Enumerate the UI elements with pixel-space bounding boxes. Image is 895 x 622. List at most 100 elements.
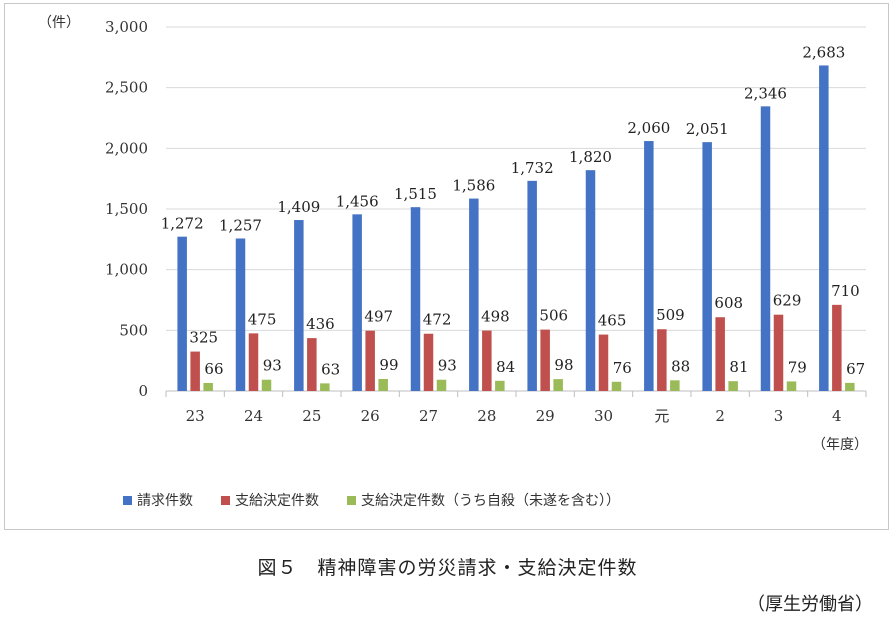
bar-series1 xyxy=(352,214,362,391)
bar-series3 xyxy=(670,380,680,391)
legend-item-series1: 請求件数 xyxy=(123,490,193,510)
bar-series3 xyxy=(611,381,622,391)
y-tick-label: 2,000 xyxy=(105,139,148,157)
x-tick-label: 元 xyxy=(654,407,669,425)
legend-item-series2: 支給決定件数 xyxy=(221,490,319,510)
data-label-series2: 710 xyxy=(831,282,860,300)
legend: 請求件数 支給決定件数 支給決定件数（うち自殺（未遂を含む）） xyxy=(123,490,620,510)
data-label-series2: 608 xyxy=(714,294,743,312)
data-label-series3: 99 xyxy=(379,356,398,374)
x-tick-label: 27 xyxy=(419,407,438,425)
legend-swatch-series1 xyxy=(123,495,132,505)
y-tick-label: 1,000 xyxy=(105,261,148,279)
bar-series1 xyxy=(644,141,654,391)
bar-series2 xyxy=(365,330,375,391)
data-label-series1: 1,257 xyxy=(219,216,262,234)
data-label-series3: 66 xyxy=(204,360,223,378)
bar-series2 xyxy=(190,351,200,391)
bar-series3 xyxy=(845,382,855,391)
y-tick-label: 1,500 xyxy=(105,200,148,218)
data-label-series3: 79 xyxy=(788,358,807,376)
y-tick-label: 0 xyxy=(138,382,148,400)
bar-series3 xyxy=(320,383,330,391)
legend-swatch-series2 xyxy=(221,495,230,505)
data-label-series3: 98 xyxy=(554,356,573,374)
data-label-series3: 93 xyxy=(438,357,457,375)
bar-series2 xyxy=(832,304,842,391)
data-label-series1: 1,732 xyxy=(511,159,554,177)
x-tick-label: 4 xyxy=(832,407,842,425)
bar-series1 xyxy=(177,236,187,391)
bar-series2 xyxy=(598,334,609,391)
bar-series3 xyxy=(261,379,272,391)
data-label-series3: 93 xyxy=(263,357,282,375)
bar-series3 xyxy=(553,379,563,391)
bar-series1 xyxy=(527,180,537,391)
x-tick-label: 29 xyxy=(536,407,555,425)
data-label-series2: 497 xyxy=(364,308,393,326)
bar-series1 xyxy=(410,207,421,391)
data-label-series1: 2,060 xyxy=(627,119,670,137)
data-label-series1: 1,409 xyxy=(277,198,320,216)
data-label-series1: 2,683 xyxy=(802,43,845,61)
bar-series3 xyxy=(728,381,738,391)
data-label-series2: 325 xyxy=(189,329,218,347)
bar-series3 xyxy=(378,378,388,391)
y-unit-label: （件） xyxy=(38,15,80,31)
data-label-series2: 465 xyxy=(598,312,627,330)
chart-frame xyxy=(4,3,889,530)
y-tick-label: 3,000 xyxy=(105,18,148,36)
bar-series2 xyxy=(773,314,784,391)
data-label-series3: 76 xyxy=(613,359,632,377)
bar-series2 xyxy=(307,338,317,391)
bar-series1 xyxy=(760,106,771,392)
legend-label-series2: 支給決定件数 xyxy=(235,493,319,509)
source-note: （厚生労働省） xyxy=(747,594,873,615)
data-label-series1: 1,586 xyxy=(452,177,495,195)
x-unit-label: （年度） xyxy=(812,437,868,453)
data-label-series1: 2,346 xyxy=(744,84,787,102)
data-label-series3: 67 xyxy=(846,360,865,378)
data-label-series2: 475 xyxy=(248,310,277,328)
data-label-series2: 472 xyxy=(423,311,452,329)
bar-series2 xyxy=(540,329,550,391)
x-tick-label: 2 xyxy=(715,407,725,425)
data-label-series1: 2,051 xyxy=(686,120,729,138)
bar-series3 xyxy=(436,379,447,391)
data-label-series1: 1,515 xyxy=(394,185,437,203)
legend-label-series3: 支給決定件数（うち自殺（未遂を含む）） xyxy=(361,493,620,509)
figure-caption: 図５ 精神障害の労災請求・支給決定件数 xyxy=(257,557,638,579)
data-label-series2: 629 xyxy=(773,292,802,310)
legend-swatch-series3 xyxy=(347,495,356,505)
bar-series2 xyxy=(482,330,492,391)
data-label-series3: 84 xyxy=(496,358,515,376)
bar-series1 xyxy=(294,220,304,391)
bar-series3 xyxy=(203,382,213,391)
legend-item-series3: 支給決定件数（うち自殺（未遂を含む）） xyxy=(347,490,620,510)
x-tick-label: 28 xyxy=(477,407,496,425)
x-tick-label: 26 xyxy=(361,407,380,425)
bar-series2 xyxy=(657,329,667,391)
x-tick-label: 30 xyxy=(594,407,613,425)
bar-series3 xyxy=(495,380,505,391)
x-tick-label: 24 xyxy=(244,407,263,425)
data-label-series2: 436 xyxy=(306,315,335,333)
data-label-series3: 88 xyxy=(671,357,690,375)
y-tick-label: 2,500 xyxy=(105,79,148,97)
data-label-series3: 63 xyxy=(321,360,340,378)
bar-series1 xyxy=(469,198,479,391)
bar-series1 xyxy=(819,65,829,391)
bar-series1 xyxy=(585,170,596,391)
data-label-series3: 81 xyxy=(729,358,748,376)
bar-series1 xyxy=(702,142,712,391)
data-label-series2: 506 xyxy=(539,307,568,325)
y-tick-label: 500 xyxy=(119,321,148,339)
bar-series2 xyxy=(423,333,434,391)
bar-series1 xyxy=(235,238,246,391)
x-tick-label: 25 xyxy=(302,407,321,425)
data-label-series2: 509 xyxy=(656,306,685,324)
data-label-series1: 1,272 xyxy=(161,215,204,233)
data-label-series2: 498 xyxy=(481,308,510,326)
bar-series3 xyxy=(786,381,797,391)
